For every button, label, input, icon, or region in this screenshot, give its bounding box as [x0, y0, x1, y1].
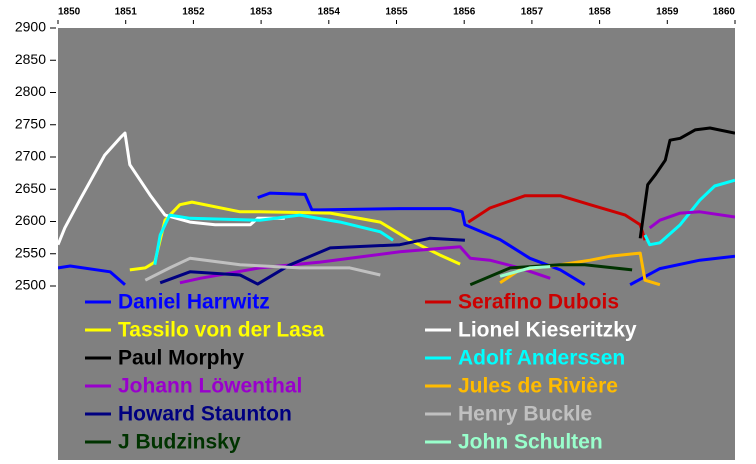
legend-label: Jules de Rivière	[458, 375, 618, 398]
legend-label: Adolf Anderssen	[458, 347, 625, 370]
y-tick-label: 2850	[15, 51, 46, 67]
y-tick-label: 2550	[15, 244, 46, 260]
series-line	[159, 236, 465, 286]
y-tick-label: 2700	[15, 148, 46, 164]
x-tick-label: 1859	[656, 7, 679, 18]
series-line	[638, 126, 735, 239]
x-tick-label: 1851	[115, 7, 138, 18]
x-tick-label: 1857	[521, 7, 544, 18]
series-line	[499, 265, 551, 278]
legend-label: J Budzinsky	[118, 431, 241, 454]
series-line	[467, 194, 647, 241]
y-tick-label: 2500	[15, 277, 46, 293]
legend-label: Paul Morphy	[118, 347, 244, 370]
x-tick-label: 1853	[250, 7, 273, 18]
series-line	[153, 178, 735, 265]
legend-label: Howard Staunton	[118, 403, 292, 426]
legend-label: Henry Buckle	[458, 403, 592, 426]
y-tick-label: 2800	[15, 83, 46, 99]
series-line	[58, 131, 285, 246]
legend-label: Serafino Dubois	[458, 291, 619, 314]
legend-label: Tassilo von der Lasa	[118, 319, 325, 342]
x-tick-label: 1858	[588, 7, 611, 18]
x-tick-label: 1854	[318, 7, 341, 18]
x-tick-label: 1850	[58, 7, 81, 18]
series-line	[469, 263, 633, 286]
x-tick-label: 1860	[713, 7, 736, 18]
lines	[58, 126, 735, 286]
legend-label: Daniel Harrwitz	[118, 291, 270, 314]
y-tick-label: 2600	[15, 212, 46, 228]
y-tick-label: 2900	[15, 19, 46, 35]
legend-label: Johann Löwenthal	[118, 375, 302, 398]
legend-label: John Schulten	[458, 431, 603, 454]
x-tick-label: 1852	[182, 7, 205, 18]
y-tick-label: 2750	[15, 115, 46, 131]
x-tick-label: 1856	[453, 7, 476, 18]
series-line	[144, 256, 381, 282]
y-tick-label: 2650	[15, 180, 46, 196]
legend-label: Lionel Kieseritzky	[458, 319, 637, 342]
x-tick-label: 1855	[385, 7, 408, 18]
